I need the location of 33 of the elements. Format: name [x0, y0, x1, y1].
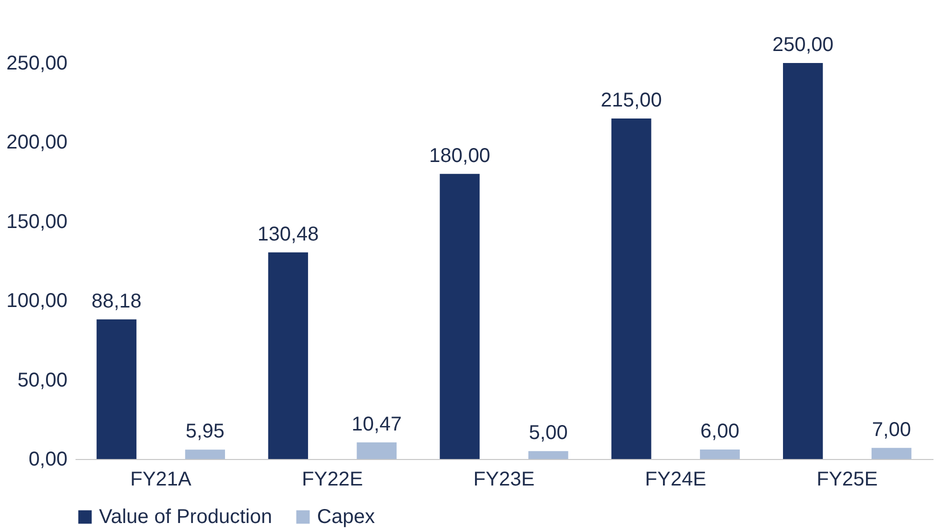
y-tick-label: 250,00	[6, 52, 68, 74]
bar	[700, 449, 740, 459]
bar	[96, 319, 136, 459]
data-label: 215,00	[600, 89, 662, 112]
bar	[782, 63, 823, 459]
data-label: 5,95	[186, 420, 225, 443]
bar	[872, 448, 912, 459]
y-tick-label: 150,00	[6, 210, 68, 233]
y-tick-label: 50,00	[17, 369, 68, 392]
data-label: 88,18	[91, 290, 142, 312]
bar	[440, 174, 480, 459]
data-label: 130,48	[258, 223, 319, 246]
x-tick-label: FY25E	[816, 468, 878, 490]
bar	[268, 252, 308, 459]
legend-label: Value of Production	[99, 506, 272, 528]
data-label: 250,00	[772, 34, 834, 56]
legend-label: Capex	[317, 506, 375, 528]
data-label: 10,47	[352, 413, 402, 436]
bar	[611, 118, 652, 459]
y-tick-label: 100,00	[6, 290, 68, 312]
data-label: 5,00	[528, 422, 568, 444]
x-tick-label: FY24E	[645, 468, 706, 490]
data-label: 180,00	[429, 144, 490, 167]
y-tick-label: 0,00	[28, 448, 68, 470]
x-tick-label: FY23E	[473, 468, 535, 490]
x-tick-label: FY21A	[130, 468, 192, 490]
bar	[185, 450, 226, 459]
y-tick-label: 200,00	[6, 132, 68, 154]
bar	[356, 442, 397, 459]
x-tick-label: FY22E	[302, 468, 363, 490]
bar	[528, 451, 568, 459]
data-label: 6,00	[700, 420, 740, 442]
data-label: 7,00	[872, 418, 911, 441]
